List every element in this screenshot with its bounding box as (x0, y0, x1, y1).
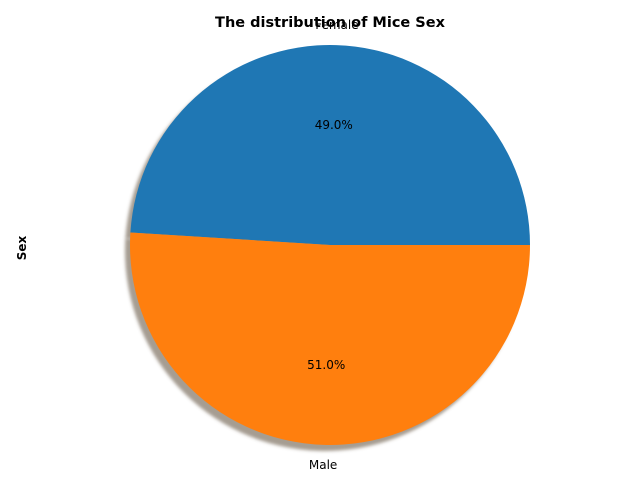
pie-slices (129, 45, 530, 446)
y-axis-label: Sex (15, 235, 29, 260)
pie-pct-male: 51.0% (307, 358, 345, 372)
chart-title: The distribution of Mice Sex (215, 15, 446, 31)
pie-pct-female: 49.0% (315, 118, 353, 132)
pie-label-female: Female (315, 18, 358, 32)
pie-slice-male (129, 232, 530, 446)
pie-label-male: Male (309, 458, 337, 472)
pie-labels: Female 49.0% Male 51.0% (307, 18, 358, 472)
pie-slice-female (130, 45, 530, 245)
